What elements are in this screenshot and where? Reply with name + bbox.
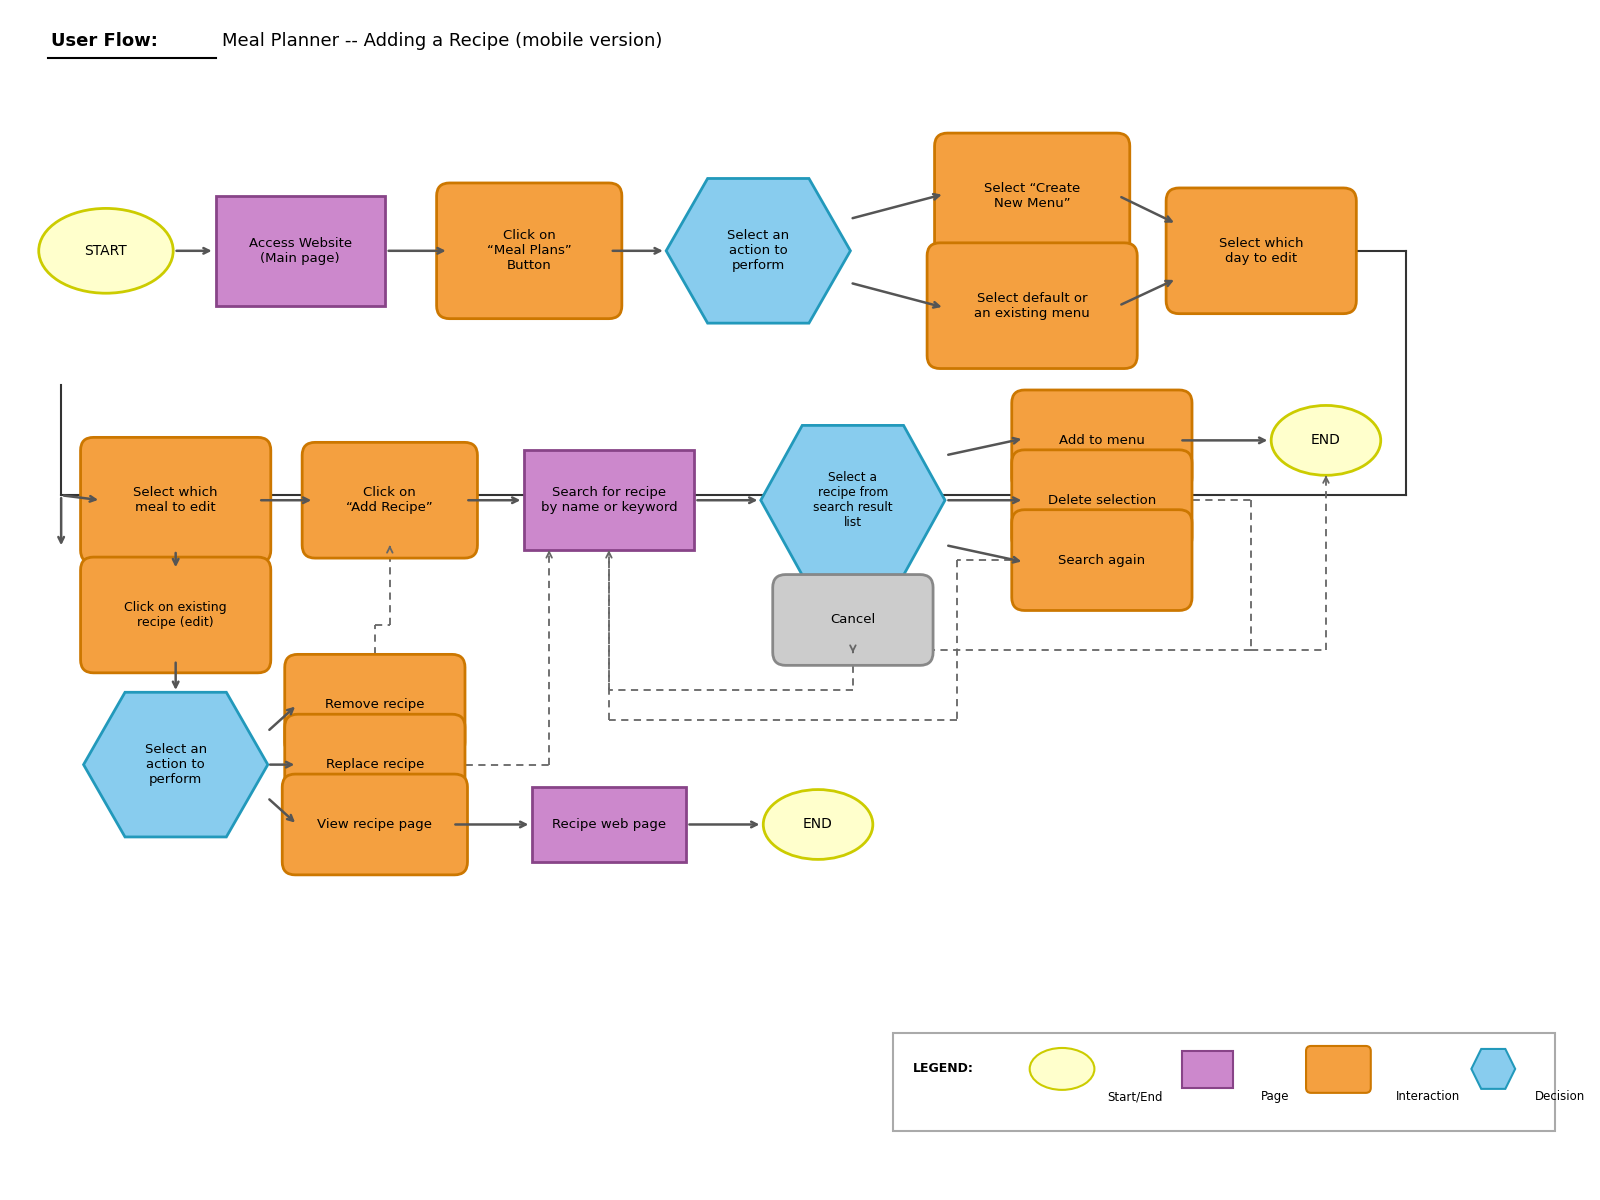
Text: Select default or
an existing menu: Select default or an existing menu: [974, 292, 1090, 319]
Polygon shape: [666, 179, 851, 323]
Polygon shape: [1472, 1049, 1515, 1088]
Text: START: START: [85, 244, 128, 258]
Text: Remove recipe: Remove recipe: [325, 698, 424, 712]
Text: Select an
action to
perform: Select an action to perform: [728, 229, 789, 272]
Text: LEGEND:: LEGEND:: [912, 1062, 973, 1075]
FancyBboxPatch shape: [282, 774, 467, 875]
Text: Access Website
(Main page): Access Website (Main page): [248, 236, 352, 265]
FancyBboxPatch shape: [285, 654, 466, 755]
FancyBboxPatch shape: [1306, 1046, 1371, 1093]
FancyBboxPatch shape: [1011, 450, 1192, 551]
Text: Select which
day to edit: Select which day to edit: [1219, 236, 1304, 265]
Text: Start/End: Start/End: [1107, 1091, 1162, 1103]
FancyBboxPatch shape: [285, 714, 466, 815]
Text: END: END: [1310, 433, 1341, 448]
Text: Select an
action to
perform: Select an action to perform: [144, 743, 206, 786]
Text: Recipe web page: Recipe web page: [552, 818, 666, 830]
FancyBboxPatch shape: [216, 196, 386, 306]
Text: Cancel: Cancel: [830, 613, 875, 626]
Text: Decision: Decision: [1534, 1091, 1586, 1103]
FancyBboxPatch shape: [302, 443, 477, 558]
Ellipse shape: [38, 209, 173, 293]
Text: Select which
meal to edit: Select which meal to edit: [133, 486, 218, 515]
Text: Interaction: Interaction: [1395, 1091, 1459, 1103]
Ellipse shape: [1030, 1048, 1094, 1090]
Text: Delete selection: Delete selection: [1048, 493, 1157, 506]
Text: Search again: Search again: [1058, 553, 1146, 566]
FancyBboxPatch shape: [80, 437, 270, 563]
Text: END: END: [803, 817, 834, 832]
FancyBboxPatch shape: [926, 242, 1138, 368]
FancyBboxPatch shape: [1166, 188, 1357, 313]
Text: Select “Create
New Menu”: Select “Create New Menu”: [984, 182, 1080, 210]
Polygon shape: [83, 692, 267, 836]
Text: Select a
recipe from
search result
list: Select a recipe from search result list: [813, 472, 893, 529]
Text: Page: Page: [1261, 1091, 1290, 1103]
Text: View recipe page: View recipe page: [317, 818, 432, 830]
Text: Click on
“Meal Plans”
Button: Click on “Meal Plans” Button: [486, 229, 571, 272]
Text: User Flow:: User Flow:: [51, 32, 158, 50]
FancyBboxPatch shape: [437, 182, 622, 319]
FancyBboxPatch shape: [531, 787, 686, 862]
Text: Search for recipe
by name or keyword: Search for recipe by name or keyword: [541, 486, 677, 515]
FancyBboxPatch shape: [934, 133, 1130, 259]
Text: Replace recipe: Replace recipe: [326, 758, 424, 772]
Polygon shape: [760, 426, 946, 575]
Text: Click on
“Add Recipe”: Click on “Add Recipe”: [347, 486, 434, 515]
FancyBboxPatch shape: [1181, 1051, 1234, 1088]
FancyBboxPatch shape: [1011, 510, 1192, 611]
Ellipse shape: [1270, 406, 1381, 475]
FancyBboxPatch shape: [1011, 390, 1192, 491]
Text: Meal Planner -- Adding a Recipe (mobile version): Meal Planner -- Adding a Recipe (mobile …: [222, 32, 662, 50]
Ellipse shape: [763, 790, 874, 859]
FancyBboxPatch shape: [773, 575, 933, 665]
Text: Add to menu: Add to menu: [1059, 434, 1146, 446]
Text: Click on existing
recipe (edit): Click on existing recipe (edit): [125, 601, 227, 629]
FancyBboxPatch shape: [893, 1033, 1555, 1130]
FancyBboxPatch shape: [80, 557, 270, 673]
FancyBboxPatch shape: [525, 450, 693, 550]
